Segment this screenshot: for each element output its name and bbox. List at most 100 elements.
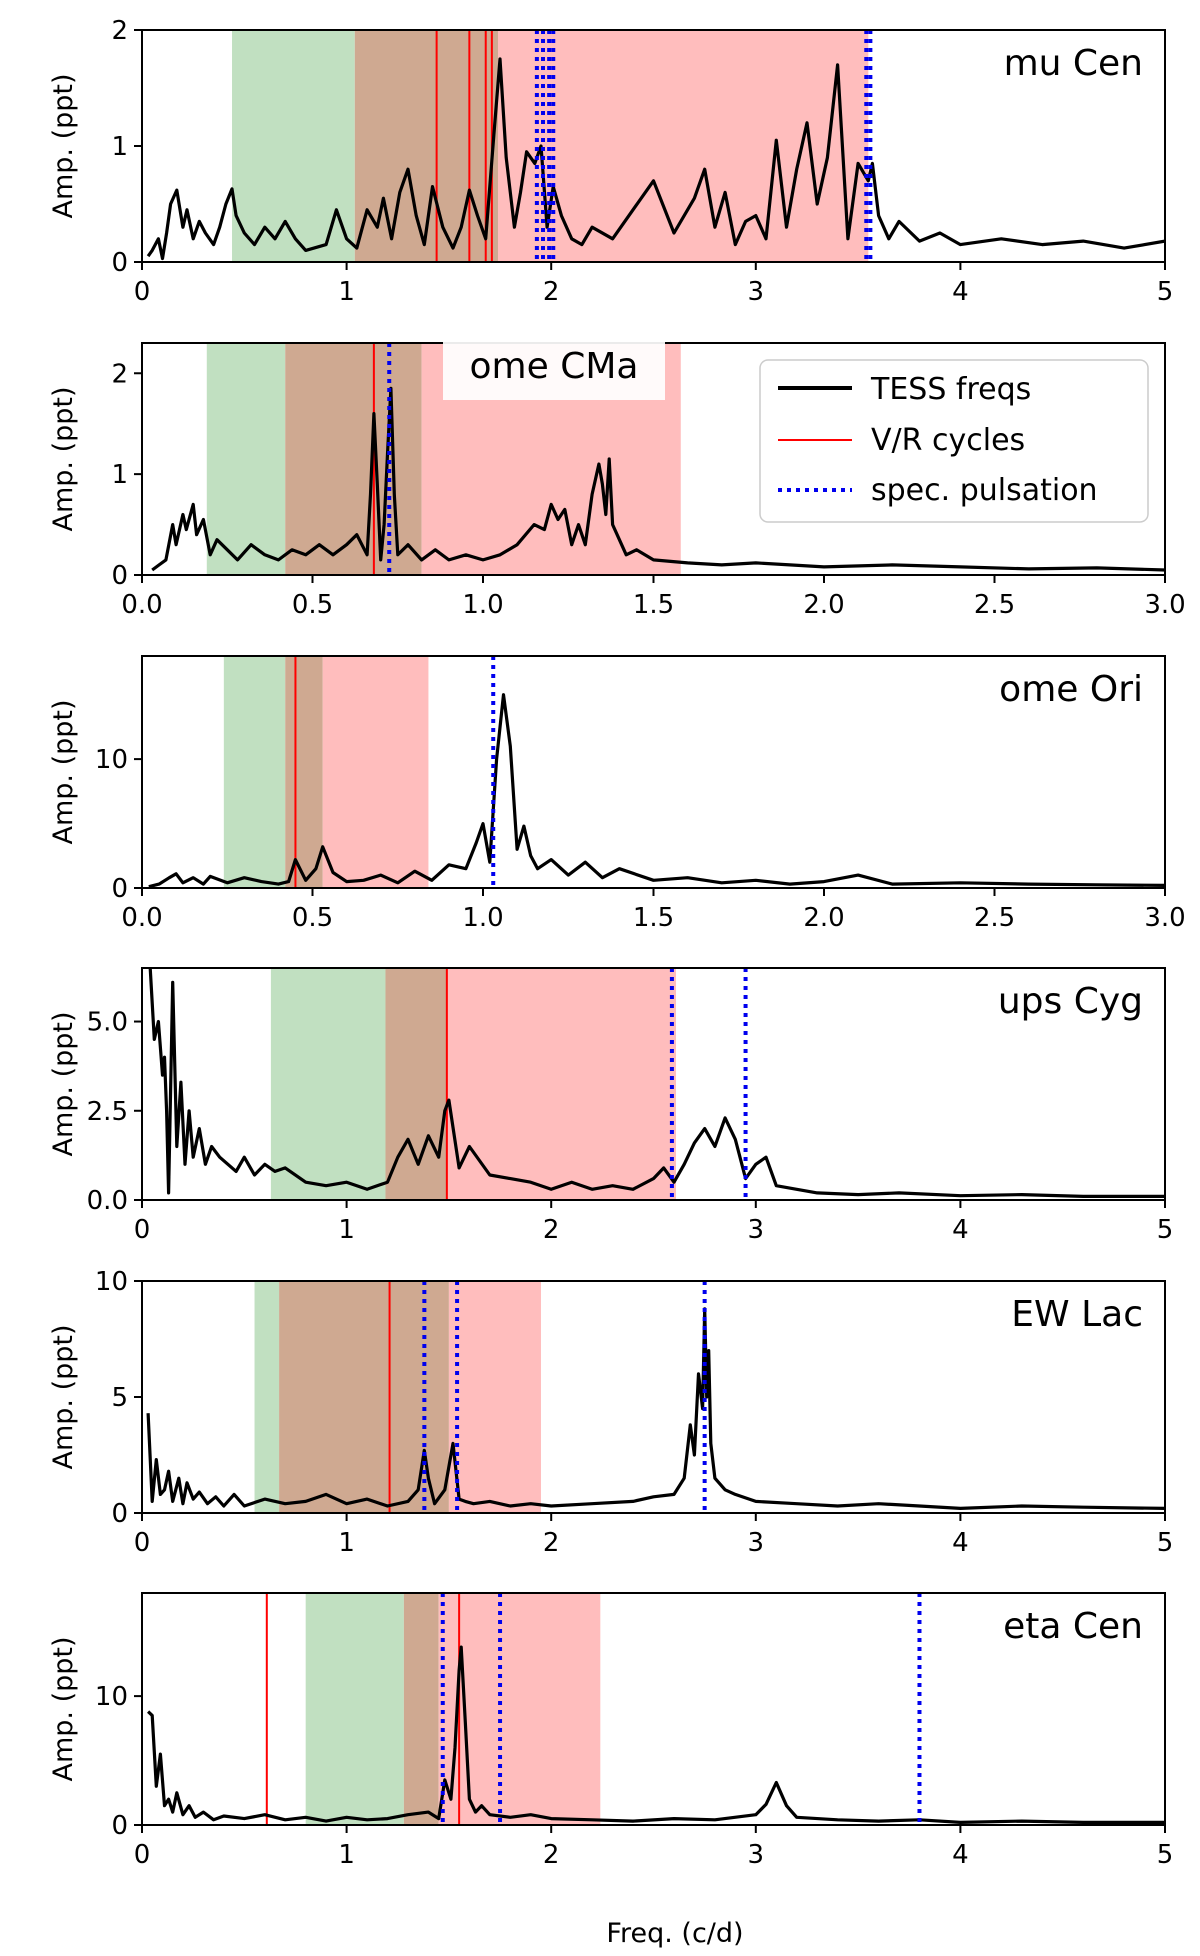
x-tick-label: 2.0 bbox=[803, 903, 844, 933]
panel-4: 0 1 2 3 4 5 0 5 10 Amp. (ppt) EW Lac bbox=[48, 1267, 1173, 1558]
tess-freq-series-line bbox=[151, 386, 1165, 572]
y-axis-label: Amp. (ppt) bbox=[48, 699, 79, 844]
green-band bbox=[206, 343, 286, 575]
x-tick-label: 1.0 bbox=[462, 903, 503, 933]
tess-freq-series-line bbox=[148, 693, 1165, 888]
star-label: EW Lac bbox=[1011, 1294, 1143, 1335]
x-tick-label: 5 bbox=[1157, 1840, 1174, 1870]
pink-band bbox=[448, 1281, 541, 1513]
x-tick-label: 4 bbox=[952, 277, 969, 307]
x-tick-label: 5 bbox=[1157, 277, 1174, 307]
x-tick-label: 4 bbox=[952, 1215, 969, 1245]
x-tick-label: 4 bbox=[952, 1840, 969, 1870]
x-tick-label: 0.0 bbox=[121, 903, 162, 933]
y-axis-label: Amp. (ppt) bbox=[48, 1324, 79, 1469]
green-band bbox=[270, 968, 386, 1200]
green-band bbox=[254, 1281, 280, 1513]
y-tick-label: 0 bbox=[111, 1811, 128, 1841]
x-tick-label: 0 bbox=[134, 1215, 151, 1245]
legend-label-vr: V/R cycles bbox=[871, 423, 1025, 458]
y-tick-label: 10 bbox=[95, 1682, 128, 1712]
star-label-bg bbox=[443, 330, 665, 400]
legend-box bbox=[759, 359, 1149, 523]
y-tick-label: 2 bbox=[111, 359, 128, 389]
y-axis-label: Amp. (ppt) bbox=[48, 73, 79, 218]
brown-band bbox=[279, 1281, 449, 1513]
star-label: ups Cyg bbox=[998, 981, 1143, 1022]
panel-5: 0 1 2 3 4 5 0 10 Amp. (ppt) eta Cen bbox=[48, 1592, 1174, 1870]
green-band bbox=[232, 30, 355, 262]
panel-3: 0 1 2 3 4 5 0.0 2.5 5.0 Amp. (ppt) ups Cyg bbox=[48, 967, 1174, 1245]
green-band bbox=[223, 656, 286, 888]
axes-frame bbox=[141, 967, 1166, 1201]
x-tick-label: 2.5 bbox=[974, 590, 1015, 620]
legend-label-spec: spec. pulsation bbox=[871, 473, 1098, 508]
green-band bbox=[305, 1593, 404, 1825]
x-tick-label: 0.5 bbox=[292, 590, 333, 620]
pink-band bbox=[438, 1593, 601, 1825]
pink-band bbox=[446, 968, 677, 1200]
x-tick-label: 4 bbox=[952, 1528, 969, 1558]
y-tick-label: 1 bbox=[111, 460, 128, 490]
panel-2: 0.0 0.5 1.0 1.5 2.0 2.5 3.0 0 10 Amp. (ppt) ome Or… bbox=[48, 655, 1186, 933]
y-tick-label: 10 bbox=[95, 1267, 128, 1297]
y-tick-label: 0 bbox=[111, 248, 128, 278]
star-label: eta Cen bbox=[1003, 1606, 1143, 1647]
panel-1: 0.0 0.5 1.0 1.5 2.0 2.5 3.0 0 1 2 Amp. (ppt) ome CM… bbox=[48, 330, 1186, 620]
tess-freq-series-line bbox=[146, 1307, 1165, 1510]
y-tick-label: 0 bbox=[111, 1499, 128, 1529]
y-axis-label: Amp. (ppt) bbox=[48, 386, 79, 531]
y-axis-label: Amp. (ppt) bbox=[48, 1636, 79, 1781]
y-tick-label: 2.5 bbox=[87, 1097, 128, 1127]
tess-freq-series-line bbox=[147, 1645, 1165, 1824]
x-tick-label: 2 bbox=[543, 1528, 560, 1558]
x-tick-label: 1.5 bbox=[633, 590, 674, 620]
panel-0: 0 1 2 3 4 5 0 1 2 Amp. (ppt) mu Cen bbox=[48, 16, 1173, 307]
x-tick-label: 2 bbox=[543, 1215, 560, 1245]
x-tick-label: 3 bbox=[748, 1215, 765, 1245]
x-tick-label: 3 bbox=[748, 1528, 765, 1558]
x-tick-label: 1 bbox=[338, 1215, 355, 1245]
x-tick-label: 2.0 bbox=[803, 590, 844, 620]
x-tick-label: 0.0 bbox=[121, 590, 162, 620]
x-tick-label: 3.0 bbox=[1144, 903, 1185, 933]
y-tick-label: 2 bbox=[111, 16, 128, 46]
x-tick-label: 0.5 bbox=[292, 903, 333, 933]
y-tick-label: 0 bbox=[111, 874, 128, 904]
x-tick-label: 2 bbox=[543, 277, 560, 307]
y-tick-label: 1 bbox=[111, 132, 128, 162]
star-label: ome Ori bbox=[999, 669, 1143, 710]
x-tick-label: 1 bbox=[338, 1528, 355, 1558]
x-tick-label: 2.5 bbox=[974, 903, 1015, 933]
x-tick-label: 5 bbox=[1157, 1215, 1174, 1245]
x-tick-label: 3 bbox=[748, 277, 765, 307]
x-tick-label: 1 bbox=[338, 1840, 355, 1870]
x-tick-label: 1 bbox=[338, 277, 355, 307]
x-tick-label: 1.0 bbox=[462, 590, 503, 620]
star-label: mu Cen bbox=[1004, 43, 1143, 84]
y-tick-label: 5 bbox=[111, 1383, 128, 1413]
x-tick-label: 1.5 bbox=[633, 903, 674, 933]
legend: TESS freqs V/R cycles spec. pulsation bbox=[759, 359, 1149, 523]
x-axis-label: Freq. (c/d) bbox=[606, 1918, 743, 1949]
y-tick-label: 0 bbox=[111, 561, 128, 591]
tess-freq-series-line bbox=[146, 57, 1165, 261]
x-tick-label: 0 bbox=[134, 1528, 151, 1558]
x-tick-label: 0 bbox=[134, 1840, 151, 1870]
panels: 0 1 2 3 4 5 0 1 2 Amp. (ppt) mu Cen 0.0 0.5 1.0 1.5 2.0… bbox=[48, 16, 1186, 1870]
y-tick-label: 0.0 bbox=[87, 1186, 128, 1216]
brown-band bbox=[285, 656, 323, 888]
x-tick-label: 5 bbox=[1157, 1528, 1174, 1558]
legend-label-tess: TESS freqs bbox=[870, 372, 1031, 407]
x-tick-label: 2 bbox=[543, 1840, 560, 1870]
star-label: ome CMa bbox=[470, 346, 639, 387]
brown-band bbox=[403, 1593, 439, 1825]
pink-band bbox=[322, 656, 429, 888]
x-tick-label: 3.0 bbox=[1144, 590, 1185, 620]
axes-frame bbox=[141, 1592, 1166, 1826]
pink-band bbox=[498, 30, 869, 262]
y-tick-label: 10 bbox=[95, 745, 128, 775]
y-tick-label: 5.0 bbox=[87, 1008, 128, 1038]
x-tick-label: 3 bbox=[748, 1840, 765, 1870]
